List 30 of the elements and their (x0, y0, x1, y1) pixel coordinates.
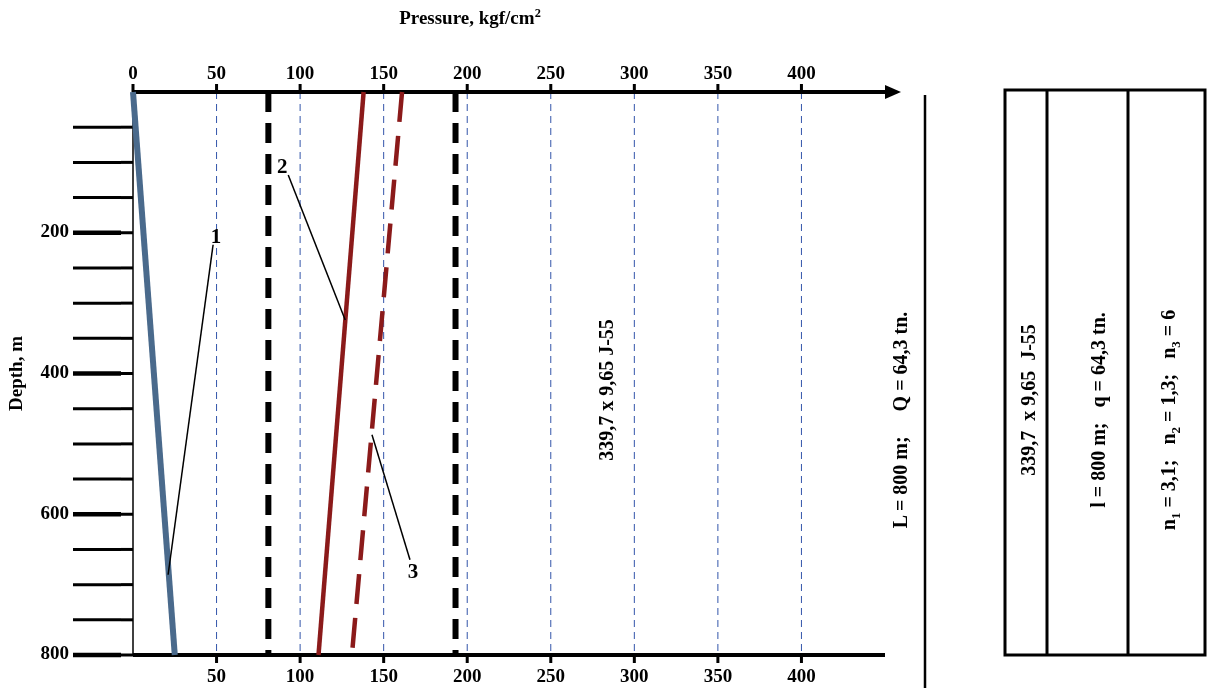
x-axis-title: Pressure, kgf/cm$^{2}$ (399, 6, 541, 28)
text: L = 800 m; Q = 64,3 tn. (888, 311, 911, 529)
annotation: 3 (407, 558, 419, 583)
annotation: 1 (210, 223, 222, 248)
x2-tick-label: 150 (369, 62, 398, 83)
x2-tick-label: 50 (207, 62, 227, 83)
y-tick-label: 200 (40, 220, 69, 242)
x-tick-label: 400 (787, 665, 816, 686)
y-tick-label: 800 (40, 642, 69, 664)
x-tick-label: 250 (536, 665, 566, 686)
x2-tick-label: 300 (620, 62, 649, 83)
x2-tick-label: 250 (536, 62, 566, 83)
x-tick-label: 350 (703, 665, 733, 686)
text: l = 800 m; q = 64,3 tn. (1086, 312, 1110, 508)
x2-tick-label: 400 (787, 62, 816, 83)
y-axis-title: Depth, m (5, 335, 26, 411)
y-tick-label: 400 (40, 360, 69, 382)
x-tick-label: 100 (285, 665, 315, 686)
x2-tick-label: 350 (703, 62, 733, 83)
x-tick-label: 300 (620, 665, 649, 686)
y-tick-label: 600 (40, 501, 69, 523)
x-tick-label: 200 (452, 665, 482, 686)
annotation: 2 (276, 154, 288, 179)
x-tick-label: 150 (369, 665, 398, 686)
x2-tick-label: 200 (452, 62, 482, 83)
text: 339,7 x 9,65 J-55 (1016, 324, 1039, 476)
x2-tick-label: 100 (285, 62, 315, 83)
annotation: 339,7 x 9,65 J-55 (594, 319, 617, 461)
x2-tick-label: 0 (128, 62, 138, 83)
x-tick-label: 50 (207, 665, 227, 686)
